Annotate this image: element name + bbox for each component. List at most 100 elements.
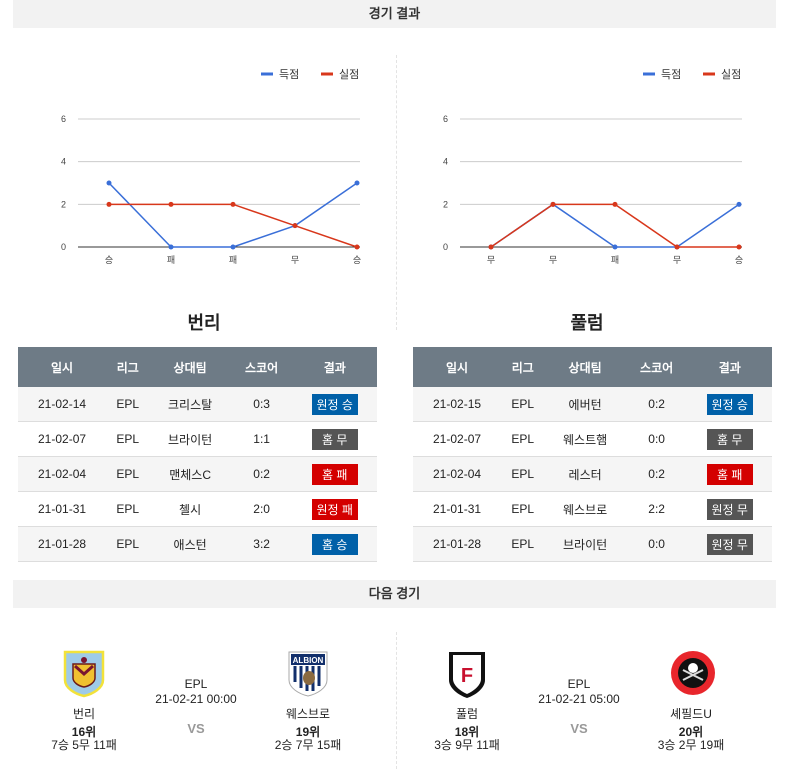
recent-results-table-left: 일시 리그 상대팀 스코어 결과 21-02-14 EPL 크리스탈 0:3 원정 승 21-02-… [18, 347, 377, 562]
team-rank: 16위 [71, 725, 97, 739]
cell: EPL [106, 526, 150, 562]
team-name: 번리 [72, 707, 96, 721]
cell: EPL [501, 421, 545, 457]
cell: EPL [106, 421, 150, 457]
result-badge: 원정 무 [706, 533, 753, 555]
team-record: 7승 5무 11패 [51, 738, 117, 752]
y-tick-label: 4 [443, 157, 448, 167]
team-rank: 20위 [678, 725, 704, 739]
next-section-header: 다음 경기 [13, 580, 776, 608]
data-point [736, 244, 742, 250]
series-line [490, 203, 739, 248]
team-name-right: 풀럼 [570, 313, 604, 333]
table-row: 21-01-31 EPL 웨스브로 2:2 원정 무 [413, 491, 772, 527]
x-tick-label: 무 [673, 255, 681, 265]
cell: EPL [501, 456, 545, 492]
cell: 3:2 [230, 526, 293, 562]
data-point [354, 180, 360, 186]
cell: EPL [106, 456, 150, 492]
x-tick-label: 무 [549, 255, 557, 265]
result-badge: 홈 무 [706, 428, 753, 450]
result-badge: 원정 무 [706, 498, 753, 520]
y-tick-label: 0 [61, 242, 66, 252]
cell: 0:2 [625, 387, 688, 422]
table-row: 21-02-07 EPL 브라이턴 1:1 홈 무 [18, 421, 377, 457]
data-point [550, 201, 556, 207]
table-row: 21-01-31 EPL 첼시 2:0 원정 패 [18, 491, 377, 527]
cell: 21-02-14 [18, 387, 107, 422]
result-badge: 원정 패 [311, 498, 358, 520]
cell: 0:2 [230, 456, 293, 492]
cell: EPL [501, 387, 545, 422]
table-row: 21-02-04 EPL 레스터 0:2 홈 패 [413, 456, 772, 492]
match-time: 21-02-21 05:00 [538, 692, 620, 706]
cell: 21-02-07 [18, 421, 107, 457]
svg-text:ALBION: ALBION [293, 656, 324, 665]
team-record: 2승 7무 15패 [274, 738, 342, 752]
cell: EPL [106, 491, 150, 527]
data-point [488, 244, 494, 250]
result-badge: 원정 승 [706, 393, 753, 415]
team-name: 셰필드U [670, 707, 712, 721]
cell: 0:0 [625, 526, 688, 562]
x-tick-label: 무 [487, 255, 495, 265]
column-header: 스코어 [625, 347, 688, 387]
data-point [106, 180, 112, 186]
cell: 브라이턴 [149, 421, 231, 457]
cell: 크리스탈 [149, 387, 231, 422]
cell: 첼시 [149, 491, 231, 527]
result-badge: 홈 패 [706, 463, 753, 485]
cell: 21-01-28 [18, 526, 107, 562]
column-header: 상대팀 [149, 347, 231, 387]
data-point [168, 244, 174, 250]
team-name: 풀럼 [455, 707, 479, 721]
cell: 레스터 [544, 456, 626, 492]
team-rank: 19위 [295, 725, 321, 739]
table-row: 21-02-07 EPL 웨스트햄 0:0 홈 무 [413, 421, 772, 457]
x-tick-label: 패 [167, 255, 175, 265]
match-league: EPL [184, 677, 208, 691]
cell: 브라이턴 [544, 526, 626, 562]
divider [396, 632, 397, 769]
column-header: 결과 [687, 347, 772, 387]
table-row: 21-01-28 EPL 브라이턴 0:0 원정 무 [413, 526, 772, 562]
table-row: 21-02-14 EPL 크리스탈 0:3 원정 승 [18, 387, 377, 422]
column-header: 스코어 [230, 347, 293, 387]
data-point [292, 223, 298, 229]
data-point [674, 244, 680, 250]
series-line [490, 203, 740, 248]
data-point [736, 201, 742, 207]
svg-text:F: F [461, 665, 473, 687]
cell: EPL [106, 387, 150, 422]
cell: EPL [501, 491, 545, 527]
cell: 21-02-04 [413, 456, 502, 492]
table-row: 21-01-28 EPL 애스턴 3:2 홈 승 [18, 526, 377, 562]
form-charts: 0 2 4 6 승 패 패 무 승 득점 실점 0 2 4 6 무 무 패 무 승 득점 실점 [61, 68, 743, 265]
x-tick-label: 승 [735, 255, 743, 265]
data-point [168, 201, 174, 207]
cell: 21-02-15 [413, 387, 502, 422]
y-tick-label: 6 [443, 114, 448, 124]
result-badge: 원정 승 [311, 393, 358, 415]
data-point [612, 201, 618, 207]
cell: 2:0 [230, 491, 293, 527]
column-header: 일시 [413, 347, 502, 387]
match-time: 21-02-21 00:00 [155, 692, 237, 706]
cell: 21-01-28 [413, 526, 502, 562]
column-header: 리그 [106, 347, 150, 387]
data-point [230, 244, 236, 250]
y-tick-label: 4 [61, 157, 66, 167]
y-tick-label: 2 [61, 199, 66, 209]
x-tick-label: 승 [353, 255, 361, 265]
x-tick-label: 무 [291, 255, 299, 265]
recent-results-table-right: 일시 리그 상대팀 스코어 결과 21-02-15 EPL 에버턴 0:2 원정 승 21-02-0… [413, 347, 772, 562]
divider [396, 55, 397, 330]
cell: 0:2 [625, 456, 688, 492]
team-name: 웨스브로 [285, 707, 331, 721]
series-line [109, 203, 358, 248]
table-row: 21-02-04 EPL 맨체스C 0:2 홈 패 [18, 456, 377, 492]
cell: 21-02-04 [18, 456, 107, 492]
cell: 21-02-07 [413, 421, 502, 457]
table-row: 21-02-15 EPL 에버턴 0:2 원정 승 [413, 387, 772, 422]
team-record: 3승 9무 11패 [434, 738, 500, 752]
